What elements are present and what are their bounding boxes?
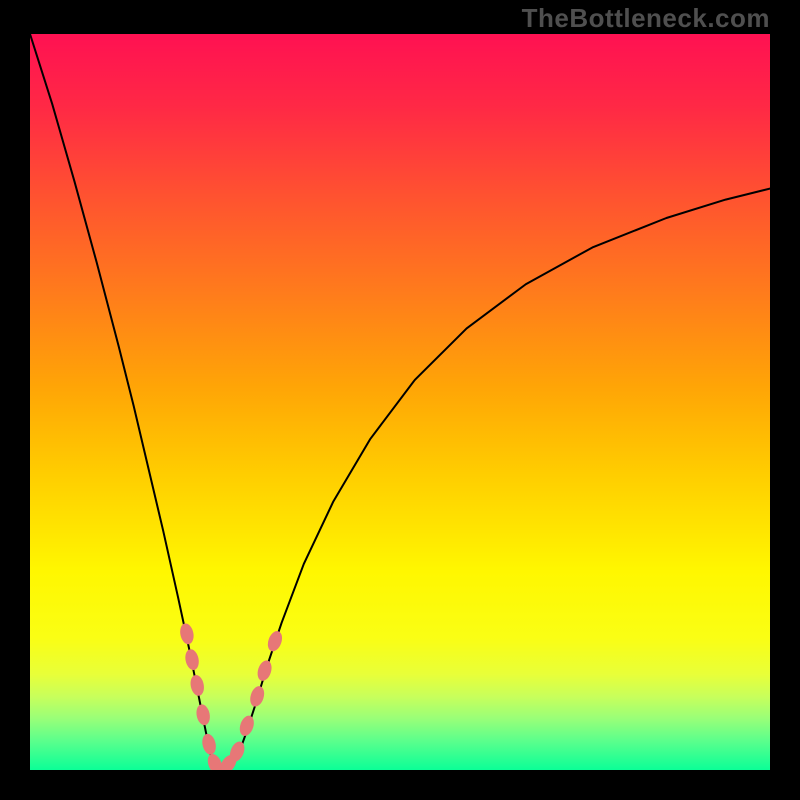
- chart-svg: [30, 34, 770, 770]
- frame-border-bottom: [0, 770, 800, 800]
- chart-background: [30, 34, 770, 770]
- frame-border-right: [770, 0, 800, 800]
- frame-border-left: [0, 0, 30, 800]
- plot-area: [30, 34, 770, 770]
- watermark-text: TheBottleneck.com: [522, 3, 770, 34]
